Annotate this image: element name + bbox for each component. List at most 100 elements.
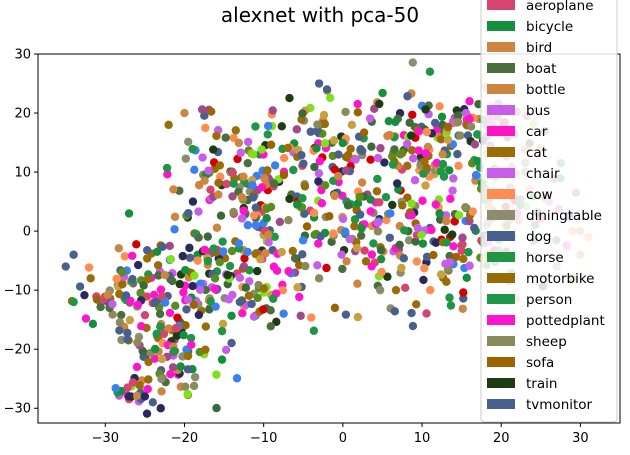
scatter-point [293, 200, 302, 209]
scatter-point [69, 250, 78, 259]
scatter-point [468, 207, 477, 216]
scatter-point [462, 273, 471, 283]
scatter-point [392, 179, 402, 188]
scatter-point [373, 218, 382, 228]
scatter-point [353, 312, 363, 322]
scatter-point [398, 201, 407, 210]
scatter-point [204, 166, 213, 175]
scatter-point [194, 233, 203, 242]
scatter-point [446, 301, 456, 310]
scatter-point [193, 256, 202, 265]
scatter-point [171, 301, 180, 311]
scatter-point [159, 329, 169, 339]
legend-swatch [487, 336, 515, 346]
scatter-point [376, 254, 386, 264]
scatter-point [408, 110, 417, 119]
scatter-point [270, 232, 279, 242]
scatter-point [418, 196, 427, 205]
scatter-point [222, 179, 231, 189]
legend-swatch [487, 168, 515, 178]
legend-swatch [487, 126, 515, 136]
scatter-point [212, 403, 221, 413]
scatter-point [253, 266, 262, 276]
scatter-point [366, 207, 375, 216]
scatter-point [243, 221, 253, 230]
scatter-point [166, 370, 175, 379]
legend-label: bus [526, 103, 550, 119]
scatter-point [158, 242, 167, 252]
scatter-point [263, 121, 273, 131]
scatter-point [465, 261, 474, 270]
scatter-point [375, 198, 384, 207]
scatter-point [184, 208, 193, 218]
scatter-point [132, 240, 141, 249]
scatter-point [445, 293, 454, 302]
scatter-point [400, 283, 410, 292]
scatter-point [123, 335, 132, 344]
scatter-point [207, 107, 216, 116]
scatter-point [221, 345, 231, 355]
scatter-point [133, 260, 143, 270]
scatter-point [338, 138, 347, 148]
scatter-point [234, 239, 244, 248]
scatter-point [243, 247, 252, 257]
scatter-point [409, 154, 418, 163]
scatter-point [214, 190, 223, 199]
scatter-point [325, 93, 335, 103]
scatter-point [342, 257, 351, 266]
legend-label: bird [526, 40, 552, 56]
scatter-point [285, 93, 294, 103]
scatter-point [188, 144, 197, 154]
scatter-point [185, 253, 195, 263]
scatter-point [260, 174, 269, 183]
scatter-point [179, 331, 188, 340]
legend-swatch [487, 189, 515, 199]
scatter-point [437, 112, 447, 122]
scatter-point [279, 170, 289, 180]
scatter-point [209, 244, 218, 253]
scatter-point [289, 165, 298, 175]
scatter-point [373, 153, 383, 163]
scatter-point [465, 216, 474, 226]
scatter-point [412, 257, 422, 266]
scatter-point [229, 133, 238, 143]
scatter-point [407, 308, 416, 318]
scatter-point [214, 178, 223, 188]
scatter-point [454, 111, 463, 120]
scatter-point [448, 186, 457, 195]
scatter-point [261, 249, 270, 258]
scatter-point [430, 118, 440, 128]
scatter-point [164, 120, 173, 130]
scatter-point [288, 246, 297, 256]
scatter-point [310, 162, 319, 172]
scatter-point [229, 179, 238, 188]
scatter-point [257, 145, 266, 154]
legend-label: bottle [526, 82, 565, 98]
scatter-point [296, 311, 305, 321]
legend-swatch [487, 273, 515, 283]
scatter-point [465, 114, 474, 124]
scatter-point [251, 203, 261, 212]
scatter-point [150, 344, 160, 354]
scatter-point [210, 274, 220, 283]
scatter-point [218, 237, 227, 246]
scatter-point [150, 298, 159, 308]
scatter-point [164, 324, 173, 333]
scatter-point [209, 145, 218, 154]
scatter-point [181, 154, 191, 163]
scatter-point [301, 261, 310, 271]
scatter-point [316, 232, 325, 241]
scatter-point [92, 295, 102, 304]
scatter-point [189, 381, 199, 391]
scatter-point [403, 139, 412, 149]
scatter-point [319, 110, 329, 120]
scatter-point [108, 310, 117, 319]
scatter-point [200, 176, 209, 185]
scatter-point [228, 168, 237, 177]
scatter-point [163, 170, 172, 179]
scatter-point [459, 294, 468, 303]
scatter-point [397, 263, 406, 273]
scatter-point [385, 130, 394, 140]
scatter-point [373, 227, 383, 236]
scatter-point [366, 195, 375, 204]
